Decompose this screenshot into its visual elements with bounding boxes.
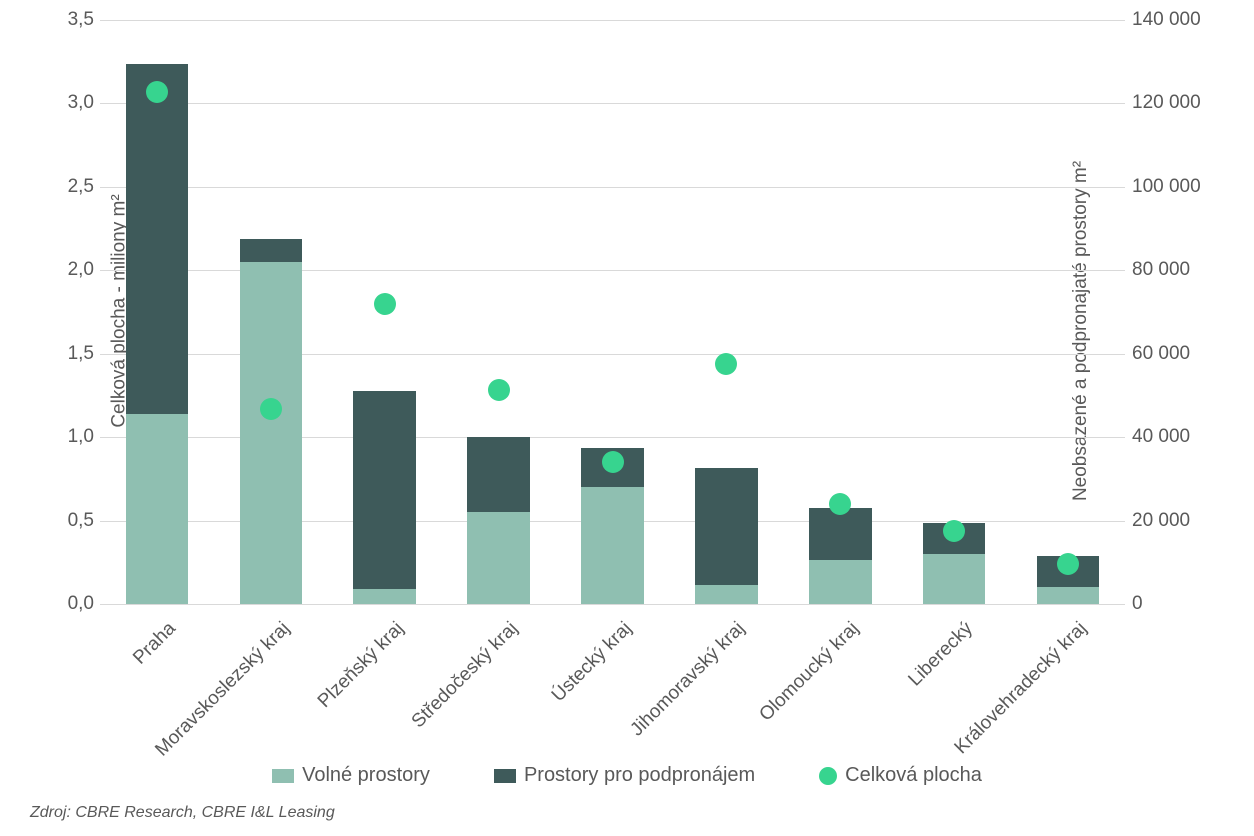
- marker-dot: [943, 520, 965, 542]
- y-right-tick: 20 000: [1132, 510, 1242, 532]
- bar-segment-volne: [809, 560, 872, 604]
- bar-group: [353, 391, 416, 604]
- x-axis-label: Olomoucký kraj: [756, 618, 864, 726]
- legend-item-volne: Volné prostory: [272, 764, 430, 787]
- x-axis-label: Jihomoravský kraj: [627, 618, 750, 741]
- gridline: [100, 187, 1125, 188]
- bar-group: [467, 437, 530, 604]
- bar-segment-podpronajem: [240, 239, 303, 262]
- x-axis-label: Středočeský kraj: [407, 618, 522, 733]
- plot-area: [100, 20, 1125, 604]
- legend-dot-celkova: [819, 767, 837, 785]
- marker-dot: [715, 353, 737, 375]
- y-right-tick: 40 000: [1132, 426, 1242, 448]
- y-left-tick: 1,5: [34, 343, 94, 365]
- x-axis-label: Ústecký kraj: [547, 618, 636, 707]
- bar-segment-volne: [1037, 587, 1100, 604]
- marker-dot: [260, 398, 282, 420]
- bar-group: [809, 508, 872, 604]
- bar-segment-podpronajem: [467, 437, 530, 512]
- y-right-tick: 80 000: [1132, 259, 1242, 281]
- x-axis-label: Praha: [129, 618, 180, 669]
- gridline: [100, 20, 1125, 21]
- bar-group: [695, 468, 758, 604]
- bar-segment-volne: [923, 554, 986, 604]
- y-left-tick: 2,5: [34, 176, 94, 198]
- bar-group: [126, 64, 189, 604]
- legend-item-celkova: Celková plocha: [819, 764, 982, 787]
- legend-label-volne: Volné prostory: [302, 764, 430, 787]
- source-text: Zdroj: CBRE Research, CBRE I&L Leasing: [30, 804, 335, 822]
- y-left-tick: 1,0: [34, 426, 94, 448]
- legend-item-podpronajem: Prostory pro podpronájem: [494, 764, 755, 787]
- marker-dot: [146, 81, 168, 103]
- bar-segment-podpronajem: [809, 508, 872, 560]
- x-axis-label: Liberecký: [905, 618, 978, 691]
- y-right-tick: 100 000: [1132, 176, 1242, 198]
- legend-swatch-volne: [272, 769, 294, 783]
- y-left-tick: 3,5: [34, 9, 94, 31]
- y-right-tick: 140 000: [1132, 9, 1242, 31]
- gridline: [100, 103, 1125, 104]
- x-axis-labels: PrahaMoravskoslezský krajPlzeňský krajSt…: [100, 608, 1125, 758]
- x-axis-label: Plzeňský kraj: [314, 618, 409, 713]
- y-left-tick: 0,5: [34, 510, 94, 532]
- bar-segment-volne: [581, 487, 644, 604]
- marker-dot: [374, 293, 396, 315]
- y-right-tick: 0: [1132, 593, 1242, 615]
- bar-segment-volne: [126, 414, 189, 604]
- marker-dot: [488, 379, 510, 401]
- y-left-tick: 2,0: [34, 259, 94, 281]
- bar-segment-podpronajem: [695, 468, 758, 585]
- marker-dot: [829, 493, 851, 515]
- y-left-tick: 3,0: [34, 92, 94, 114]
- bar-segment-volne: [353, 589, 416, 604]
- legend: Volné prostory Prostory pro podpronájem …: [0, 764, 1254, 787]
- bar-segment-volne: [240, 262, 303, 604]
- y-right-tick: 60 000: [1132, 343, 1242, 365]
- marker-dot: [602, 451, 624, 473]
- y-right-tick: 120 000: [1132, 92, 1242, 114]
- bar-segment-podpronajem: [353, 391, 416, 589]
- legend-label-celkova: Celková plocha: [845, 764, 982, 787]
- bar-segment-volne: [695, 585, 758, 604]
- legend-label-podpronajem: Prostory pro podpronájem: [524, 764, 755, 787]
- chart-container: Celková plocha - miliony m² Neobsazené a…: [0, 0, 1254, 836]
- gridline: [100, 604, 1125, 605]
- legend-swatch-podpronajem: [494, 769, 516, 783]
- bar-group: [240, 239, 303, 604]
- bar-segment-podpronajem: [126, 64, 189, 414]
- y-left-tick: 0,0: [34, 593, 94, 615]
- marker-dot: [1057, 553, 1079, 575]
- bar-segment-volne: [467, 512, 530, 604]
